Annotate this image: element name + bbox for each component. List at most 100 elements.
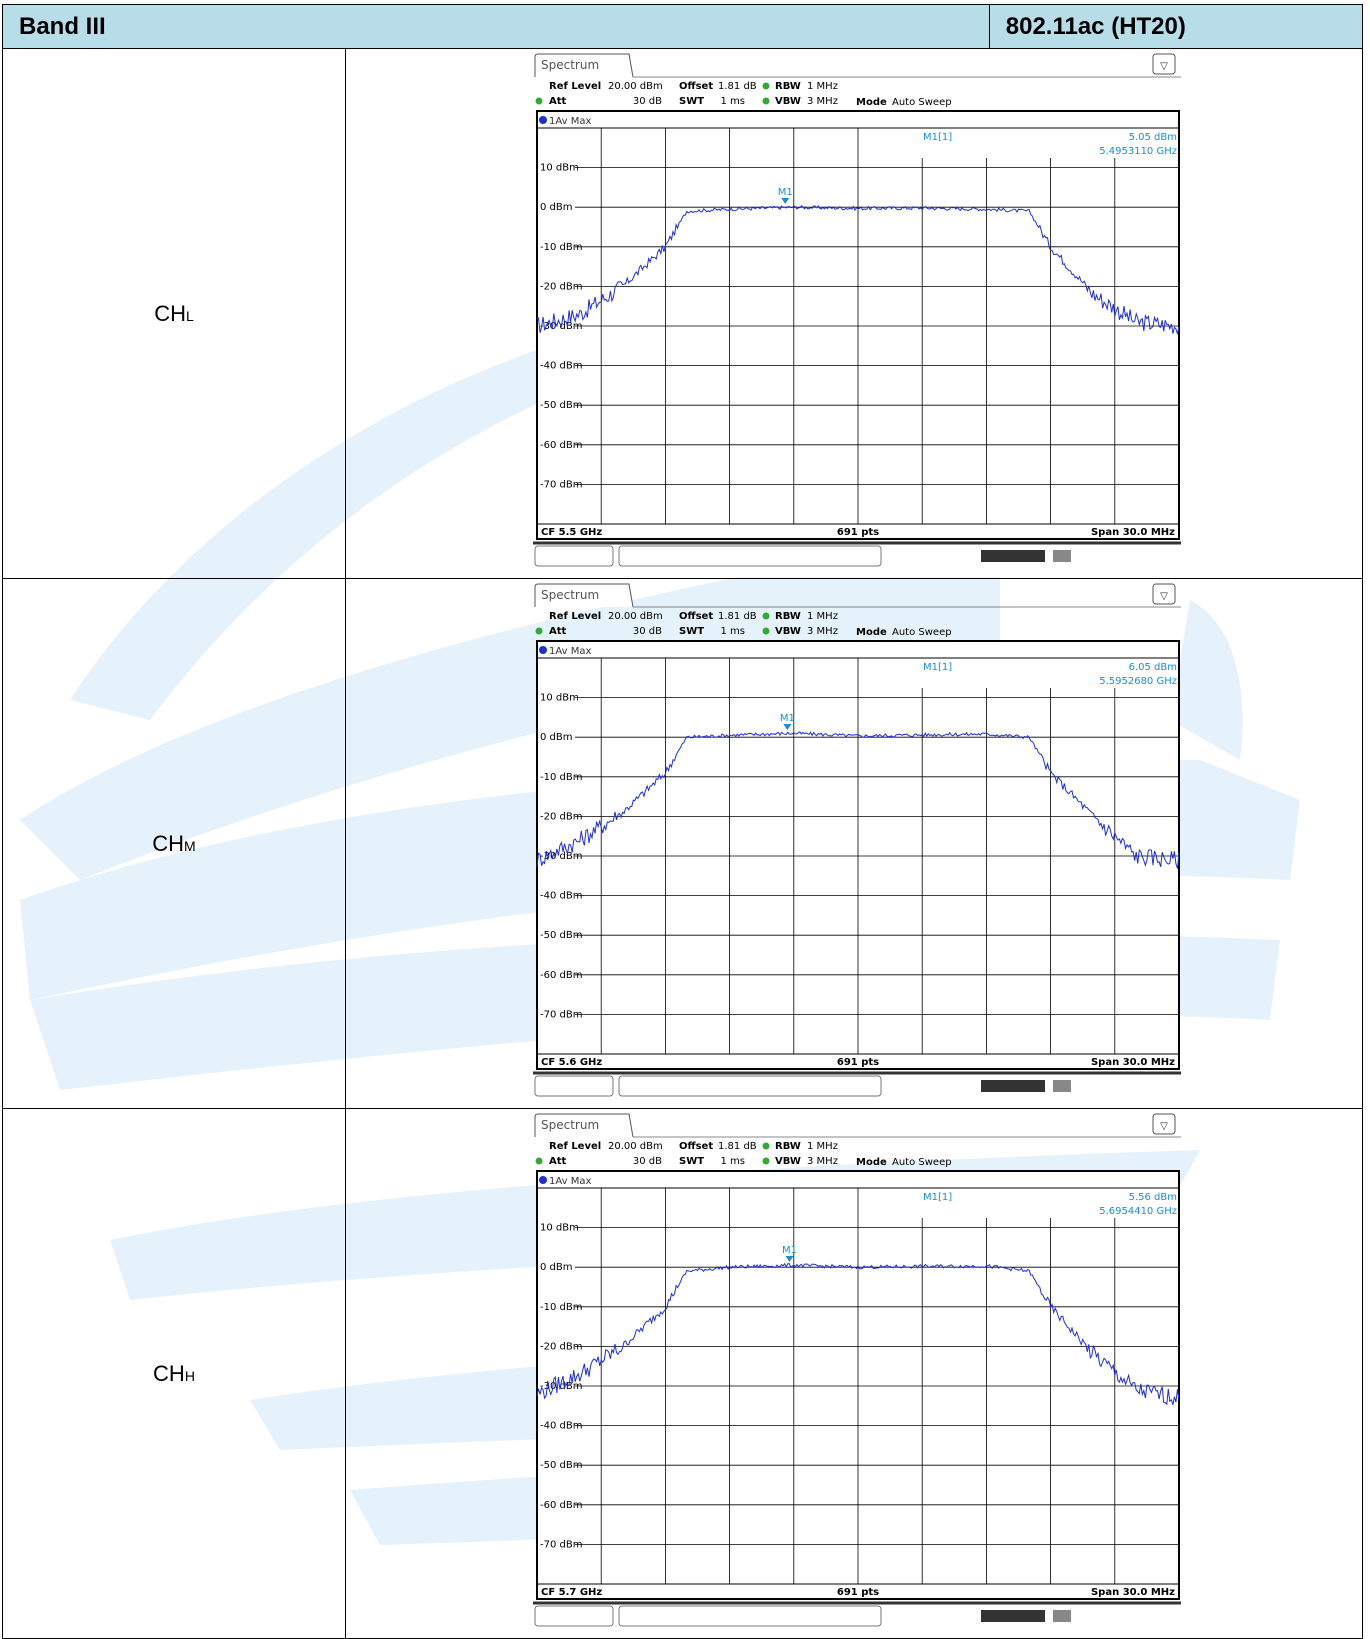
settings-icon-glyph: ▽	[1160, 1121, 1168, 1132]
status-icon	[1053, 550, 1071, 562]
marker-name: M1[1]	[923, 132, 952, 143]
y-tick-label: 10 dBm	[540, 1223, 579, 1234]
status-dot	[762, 627, 770, 635]
y-tick-label: -50 dBm	[540, 1460, 582, 1471]
swt-label: SWT	[679, 1156, 704, 1167]
y-tick-label: 10 dBm	[540, 693, 579, 704]
report-table: Band III 802.11ac (HT20) CHL Spectrum ▽ Re…	[2, 4, 1364, 1639]
channel-sub: H	[184, 1367, 195, 1384]
spectrum-tab	[534, 53, 634, 78]
settings-icon	[1152, 583, 1176, 605]
marker-label: M1	[780, 713, 795, 724]
y-tick-label: 0 dBm	[540, 202, 573, 213]
rbw-value: 1 MHz	[807, 81, 838, 92]
att-label: Att	[549, 1156, 567, 1167]
y-tick-label: -20 dBm	[540, 1341, 582, 1352]
trace-label: 1Av Max	[549, 646, 591, 657]
trace-dot	[539, 116, 547, 124]
center-freq: CF 5.6 GHz	[541, 1057, 602, 1068]
y-tick-label: 0 dBm	[540, 1262, 573, 1273]
marker-level: 5.05 dBm	[1129, 132, 1177, 143]
ref-level-value: 20.00 dBm	[608, 1141, 663, 1152]
offset-label: Offset	[679, 1141, 713, 1152]
offset-label: Offset	[679, 611, 713, 622]
status-box	[618, 1605, 882, 1627]
offset-value: 1.81 dB	[718, 81, 757, 92]
channel-cell: CHL	[2, 48, 346, 579]
marker-level: 6.05 dBm	[1129, 662, 1177, 673]
progress-bar	[981, 1080, 1045, 1092]
ref-level-value: 20.00 dBm	[608, 81, 663, 92]
ref-level-label: Ref Level	[549, 81, 601, 92]
marker-triangle	[781, 198, 790, 205]
marker-level: 5.56 dBm	[1129, 1192, 1177, 1203]
analyzer-screen: Spectrum ▽ Ref Level 20.00 dBm Offset 1.81 dB…	[533, 1113, 1181, 1637]
att-label: Att	[549, 626, 567, 637]
band-header: Band III	[2, 4, 990, 49]
plot-row-high: CHH Spectrum ▽ Ref Level 20.00 dBm Offset 1.8…	[2, 1108, 1363, 1639]
points-count: 691 pts	[837, 1587, 879, 1598]
channel-sub: M	[184, 837, 196, 854]
y-tick-label: -50 dBm	[540, 400, 582, 411]
ref-level-label: Ref Level	[549, 1141, 601, 1152]
y-tick-label: -40 dBm	[540, 891, 582, 902]
settings-icon-glyph: ▽	[1160, 61, 1168, 72]
tab-label: Spectrum	[541, 588, 599, 602]
plot-row-low: CHL Spectrum ▽ Ref Level 20.00 dBm Offset 1.8…	[2, 48, 1363, 579]
swt-label: SWT	[679, 626, 704, 637]
y-tick-label: -20 dBm	[540, 281, 582, 292]
marker-label: M1	[778, 187, 793, 198]
status-dot	[762, 82, 770, 90]
channel-cell: CHM	[2, 578, 346, 1109]
mode-value: Auto Sweep	[892, 1157, 952, 1168]
marker-name: M1[1]	[923, 1192, 952, 1203]
progress-bar	[981, 550, 1045, 562]
status-dot	[535, 97, 543, 105]
trace-dot	[539, 1176, 547, 1184]
y-tick-label: 10 dBm	[540, 163, 579, 174]
channel-label: CH	[153, 1360, 185, 1386]
y-tick-label: -10 dBm	[540, 242, 582, 253]
status-dot	[762, 1142, 770, 1150]
tab-label: Spectrum	[541, 1118, 599, 1132]
center-freq: CF 5.7 GHz	[541, 1587, 602, 1598]
swt-value: 1 ms	[721, 96, 746, 107]
mode-label: Mode	[856, 1157, 887, 1168]
plot-row-mid: CHM Spectrum ▽ Ref Level 20.00 dBm Offset 1.8…	[2, 578, 1363, 1109]
swt-label: SWT	[679, 96, 704, 107]
y-tick-label: -50 dBm	[540, 930, 582, 941]
ref-level-label: Ref Level	[549, 611, 601, 622]
spectrum-plot: Spectrum ▽ Ref Level 20.00 dBm Offset 1.81 dB…	[533, 583, 1181, 1107]
trace-label: 1Av Max	[549, 1176, 591, 1187]
points-count: 691 pts	[837, 527, 879, 538]
att-value: 30 dB	[633, 96, 662, 107]
rbw-label: RBW	[775, 611, 801, 622]
band-label: Band III	[19, 12, 106, 40]
trace-dot	[539, 646, 547, 654]
progress-bar	[981, 1610, 1045, 1622]
y-tick-label: -20 dBm	[540, 811, 582, 822]
vbw-label: VBW	[775, 626, 801, 637]
points-count: 691 pts	[837, 1057, 879, 1068]
status-dot	[535, 1157, 543, 1165]
y-tick-label: -30 dBm	[540, 1381, 582, 1392]
trace-line	[536, 731, 1180, 869]
status-box	[618, 1075, 882, 1097]
marker-label: M1	[782, 1245, 797, 1256]
rbw-value: 1 MHz	[807, 611, 838, 622]
settings-icon	[1152, 53, 1176, 75]
status-dot	[762, 97, 770, 105]
status-icon	[1053, 1610, 1071, 1622]
vbw-value: 3 MHz	[807, 96, 838, 107]
span-label: Span 30.0 MHz	[1091, 1587, 1175, 1598]
status-box	[534, 1605, 614, 1627]
trace-label: 1Av Max	[549, 116, 591, 127]
marker-freq: 5.5952680 GHz	[1099, 676, 1177, 687]
analyzer-screen: Spectrum ▽ Ref Level 20.00 dBm Offset 1.81 dB…	[533, 53, 1181, 577]
trace-line	[536, 205, 1180, 335]
marker-freq: 5.6954410 GHz	[1099, 1206, 1177, 1217]
status-dot	[762, 612, 770, 620]
y-tick-label: -40 dBm	[540, 361, 582, 372]
mode-label: 802.11ac (HT20)	[1005, 12, 1186, 40]
swt-value: 1 ms	[721, 626, 746, 637]
